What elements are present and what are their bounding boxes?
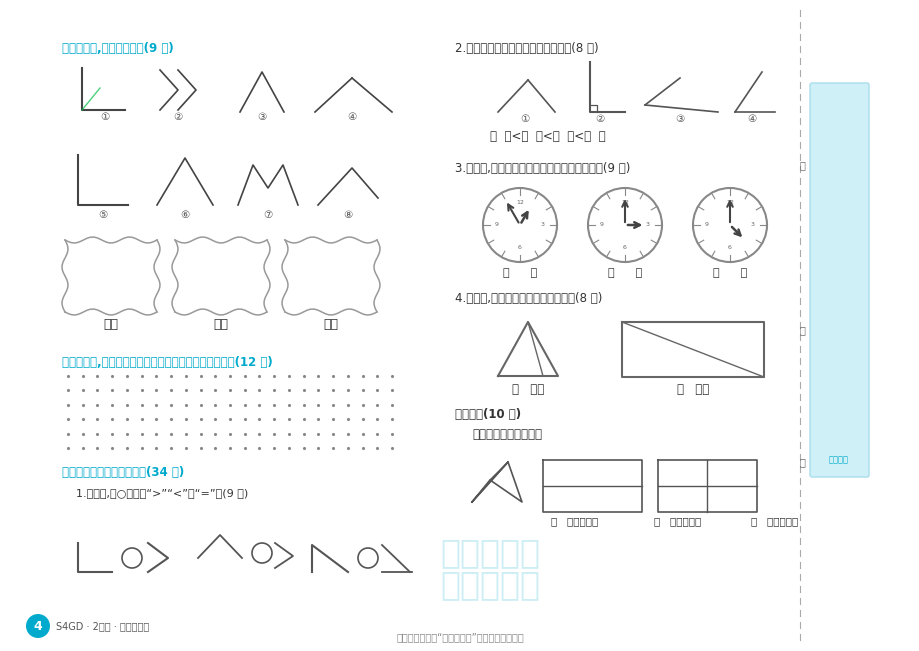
FancyBboxPatch shape	[809, 83, 868, 477]
Text: 断: 断	[799, 457, 804, 467]
Text: 微信公众号: 微信公众号	[439, 536, 539, 570]
Text: 9: 9	[704, 223, 709, 227]
Text: ④: ④	[746, 114, 755, 124]
Text: 6: 6	[517, 245, 521, 251]
Text: ⑦: ⑦	[263, 210, 272, 220]
Text: 4: 4	[34, 620, 42, 633]
Text: ①: ①	[520, 114, 529, 124]
Text: 12: 12	[725, 200, 733, 204]
Text: 革: 革	[799, 325, 804, 335]
Text: 4.数一数,下面的图形中各有几个角？(8 分): 4.数一数,下面的图形中各有几个角？(8 分)	[455, 292, 602, 305]
Text: 12: 12	[516, 200, 523, 204]
Text: ⑤: ⑤	[98, 210, 108, 220]
Text: 数辅营地站: 数辅营地站	[439, 568, 539, 602]
Text: 3: 3	[540, 223, 544, 227]
Text: 老师点评: 老师点评	[828, 456, 848, 465]
Text: ④: ④	[347, 112, 357, 122]
Text: ⑧: ⑧	[343, 210, 352, 220]
Text: S4GD · 2年级 · 数学（上）: S4GD · 2年级 · 数学（上）	[56, 621, 149, 631]
Text: 七、按要求完成下列各题。(34 分): 七、按要求完成下列各题。(34 分)	[62, 466, 184, 479]
Text: 12: 12	[620, 200, 629, 204]
Text: ①: ①	[100, 112, 109, 122]
Text: （   ）个长方形: （ ）个长方形	[653, 516, 701, 526]
Text: 关注微信公众号“数辅营地站”获取更多百日营地: 关注微信公众号“数辅营地站”获取更多百日营地	[396, 632, 523, 642]
Text: ③: ③	[675, 114, 684, 124]
Text: 3: 3	[750, 223, 754, 227]
Text: 1.比一比,在○里填上“>”“<”或“=”。(9 分): 1.比一比,在○里填上“>”“<”或“=”。(9 分)	[76, 488, 248, 498]
Text: 附加题。(10 分): 附加题。(10 分)	[455, 408, 520, 421]
Text: 2.按从小到大的顺序排列下面各角。(8 分): 2.按从小到大的顺序排列下面各角。(8 分)	[455, 42, 598, 55]
Text: 五、分一分,按要求归类。(9 分): 五、分一分,按要求归类。(9 分)	[62, 42, 174, 55]
Text: （   ）个: （ ）个	[511, 383, 543, 396]
Text: （      ）: （ ）	[712, 268, 746, 278]
Text: 3: 3	[645, 223, 649, 227]
Circle shape	[26, 614, 50, 638]
Text: （   ）个三角形: （ ）个三角形	[550, 516, 598, 526]
Text: 锐角: 锐角	[213, 318, 228, 331]
Text: 下图中有多少个图形？: 下图中有多少个图形？	[471, 428, 541, 441]
Text: 六、画一画,在下面点子图上画一个直角、锐角和鄓角。(12 分): 六、画一画,在下面点子图上画一个直角、锐角和鄓角。(12 分)	[62, 356, 272, 369]
Text: （      ）: （ ）	[607, 268, 641, 278]
Text: 鄓角: 鄓角	[323, 318, 338, 331]
Text: （   ）个: （ ）个	[676, 383, 709, 396]
Text: 9: 9	[599, 223, 604, 227]
Text: （   ）个正方形: （ ）个正方形	[751, 516, 798, 526]
Text: 3.说一说,下面每个图形中所成的角是什么角？(9 分): 3.说一说,下面每个图形中所成的角是什么角？(9 分)	[455, 162, 630, 175]
Text: ②: ②	[595, 114, 604, 124]
Text: 6: 6	[622, 245, 626, 251]
Text: ②: ②	[173, 112, 183, 122]
Text: 9: 9	[494, 223, 498, 227]
Text: 管: 管	[799, 160, 804, 170]
Text: （  ）<（  ）<（  ）<（  ）: （ ）<（ ）<（ ）<（ ）	[490, 130, 605, 143]
Text: 直角: 直角	[103, 318, 119, 331]
Text: （      ）: （ ）	[503, 268, 537, 278]
Text: 6: 6	[727, 245, 732, 251]
Text: ⑥: ⑥	[180, 210, 189, 220]
Text: ③: ③	[257, 112, 267, 122]
